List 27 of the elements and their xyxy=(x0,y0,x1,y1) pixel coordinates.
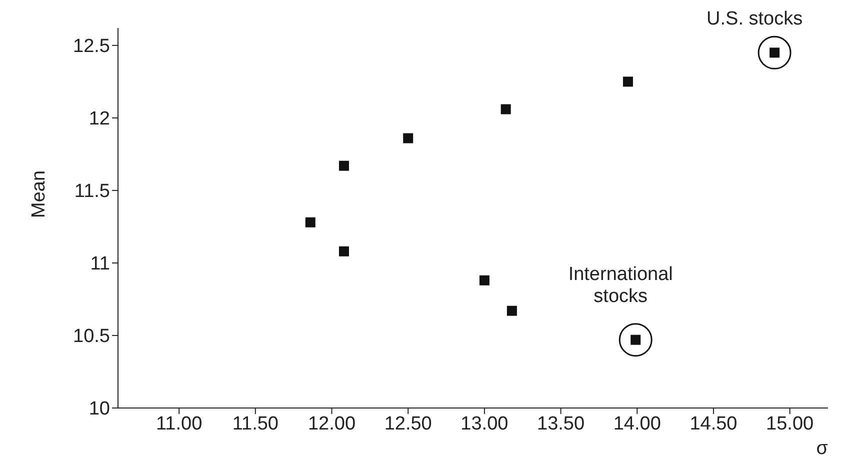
x-tick-label: 15.00 xyxy=(766,413,814,434)
x-tick-label: 11.50 xyxy=(232,413,278,434)
point xyxy=(338,160,349,171)
x-tick-label: 14.00 xyxy=(613,413,661,434)
point xyxy=(305,217,316,228)
point xyxy=(479,275,490,286)
y-tick-label: 10 xyxy=(88,398,110,420)
point xyxy=(338,246,349,256)
x-tick-label: 12.00 xyxy=(308,413,356,434)
point xyxy=(403,133,414,144)
point xyxy=(506,306,517,316)
x-tick-label: 14.50 xyxy=(690,413,738,434)
point xyxy=(500,104,511,114)
x-axis-title: σ xyxy=(816,438,828,459)
y-tick-label: 11 xyxy=(90,254,110,275)
x-tick-label: 11.00 xyxy=(156,413,202,434)
x-tick-label: 13.00 xyxy=(460,413,508,434)
y-tick-label: 12 xyxy=(88,108,110,130)
annotation: International stocks xyxy=(568,264,673,307)
y-tick-label: 11.5 xyxy=(74,181,110,202)
x-tick-label: 12.50 xyxy=(384,413,432,434)
y-tick-label: 10.5 xyxy=(73,326,110,348)
x-tick-label: 13.50 xyxy=(537,413,585,434)
y-axis-title: Mean xyxy=(28,170,50,218)
y-tick-label: 12.5 xyxy=(73,36,110,58)
annotation: U.S. stocks xyxy=(706,8,803,30)
point xyxy=(622,76,633,87)
